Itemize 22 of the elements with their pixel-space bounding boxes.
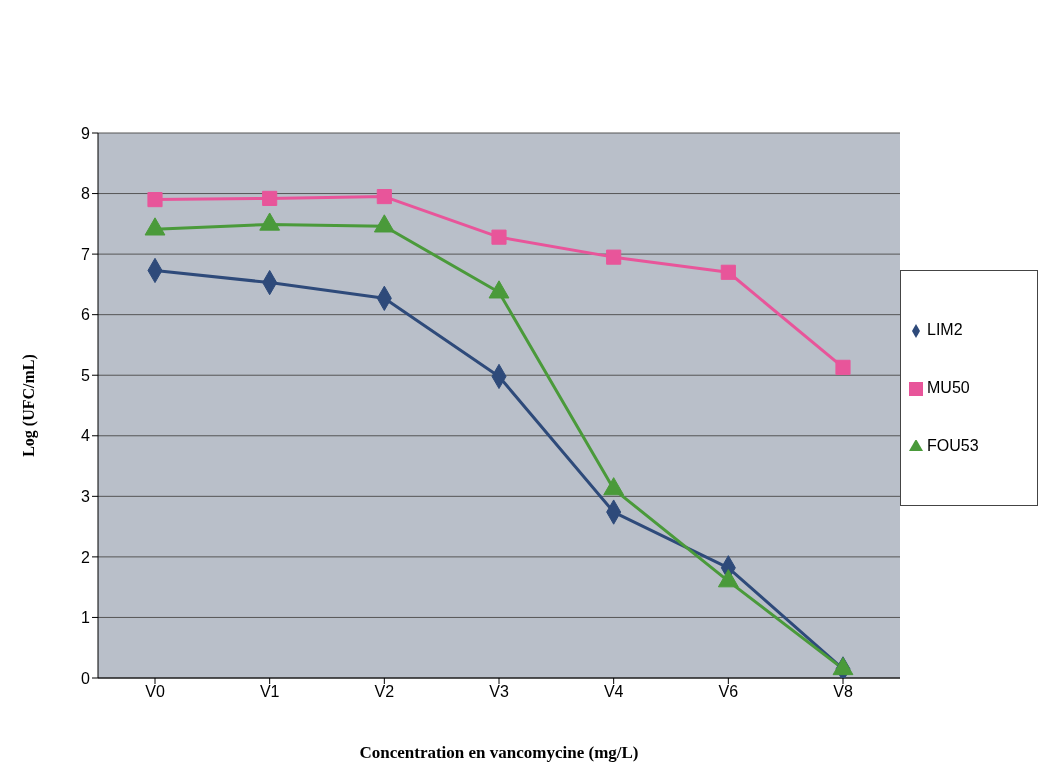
y-tick-label: 5 [81, 366, 91, 384]
y-axis-title: Log (UFC/mL) [19, 354, 38, 457]
y-tick-label: 1 [81, 609, 91, 627]
y-tick-label: 2 [81, 548, 91, 566]
legend-label: LIM2 [927, 321, 963, 338]
x-tick-label: V2 [374, 683, 395, 701]
legend-label: MU50 [927, 379, 970, 396]
x-tick-label: V1 [259, 683, 280, 701]
y-tick-label: 6 [81, 306, 91, 324]
y-tick-label: 9 [81, 124, 91, 142]
x-tick-label: V8 [833, 683, 853, 701]
y-tick-label: 3 [81, 488, 91, 506]
y-tick-label: 8 [81, 185, 91, 203]
y-tick-label: 7 [81, 245, 91, 263]
y-tick-label: 0 [81, 669, 91, 687]
x-tick-label: V0 [145, 683, 165, 701]
x-tick-label: V6 [718, 683, 739, 701]
y-tick-label: 4 [81, 427, 91, 445]
x-tick-label: V3 [489, 683, 509, 701]
x-axis-title: Concentration en vancomycine (mg/L) [359, 743, 639, 762]
legend-label: FOU53 [927, 437, 979, 454]
x-tick-label: V4 [603, 683, 624, 701]
